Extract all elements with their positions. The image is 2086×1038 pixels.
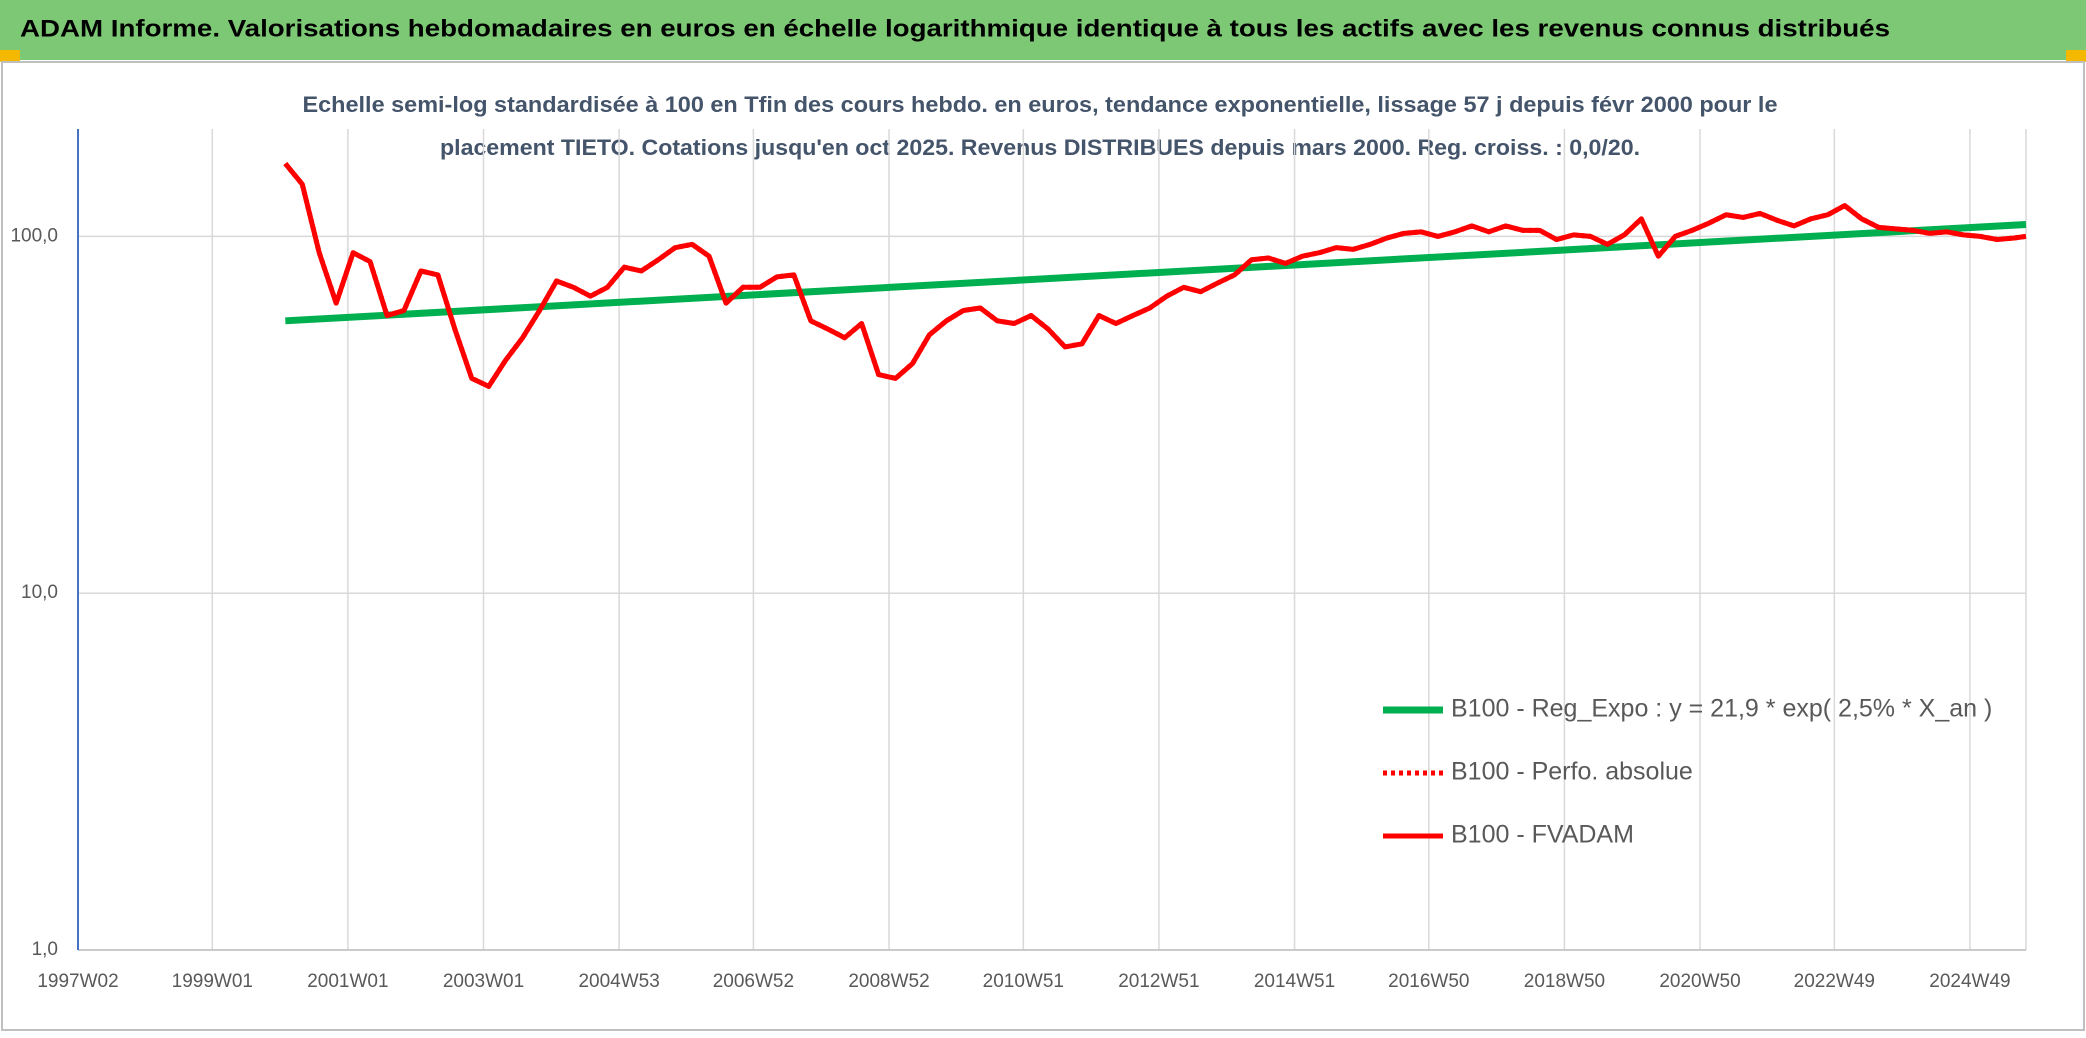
x-tick-label: 2004W53 (578, 971, 659, 992)
x-tick-label: 2018W50 (1524, 971, 1605, 992)
title-bar (0, 0, 2086, 60)
legend-label: B100 - Perfo. absolue (1451, 758, 1693, 786)
x-tick-label: 2006W52 (713, 971, 794, 992)
x-tick-label: 2010W51 (983, 971, 1064, 992)
chart-subtitle: placement TIETO. Cotations jusqu'en oct … (440, 135, 1640, 160)
chart-subtitle: Echelle semi-log standardisée à 100 en T… (303, 92, 1778, 117)
x-tick-label: 2016W50 (1388, 971, 1469, 992)
corner (2066, 50, 2086, 62)
x-tick-label: 2020W50 (1659, 971, 1740, 992)
y-tick-label: 100,0 (10, 225, 58, 246)
x-tick-label: 1997W02 (37, 971, 118, 992)
legend-label: B100 - Reg_Expo : y = 21,9 * exp( 2,5% *… (1451, 695, 1992, 723)
y-tick-label: 10,0 (21, 582, 58, 603)
x-tick-label: 2012W51 (1118, 971, 1199, 992)
x-tick-label: 2022W49 (1794, 971, 1875, 992)
x-tick-label: 2024W49 (1929, 971, 2010, 992)
legend-label: B100 - FVADAM (1451, 821, 1634, 849)
series-line (283, 161, 2027, 389)
y-tick-label: 1,0 (32, 939, 58, 960)
frame (1, 61, 2085, 1031)
x-tick-label: 2003W01 (443, 971, 524, 992)
x-tick-label: 2008W52 (848, 971, 929, 992)
x-tick-label: 2014W51 (1254, 971, 1335, 992)
x-tick-label: 2001W01 (307, 971, 388, 992)
series-line (285, 220, 2027, 325)
chart-title: ADAM Informe. Valorisations hebdomadaire… (20, 15, 1890, 42)
corner (0, 50, 20, 62)
x-tick-label: 1999W01 (172, 971, 253, 992)
